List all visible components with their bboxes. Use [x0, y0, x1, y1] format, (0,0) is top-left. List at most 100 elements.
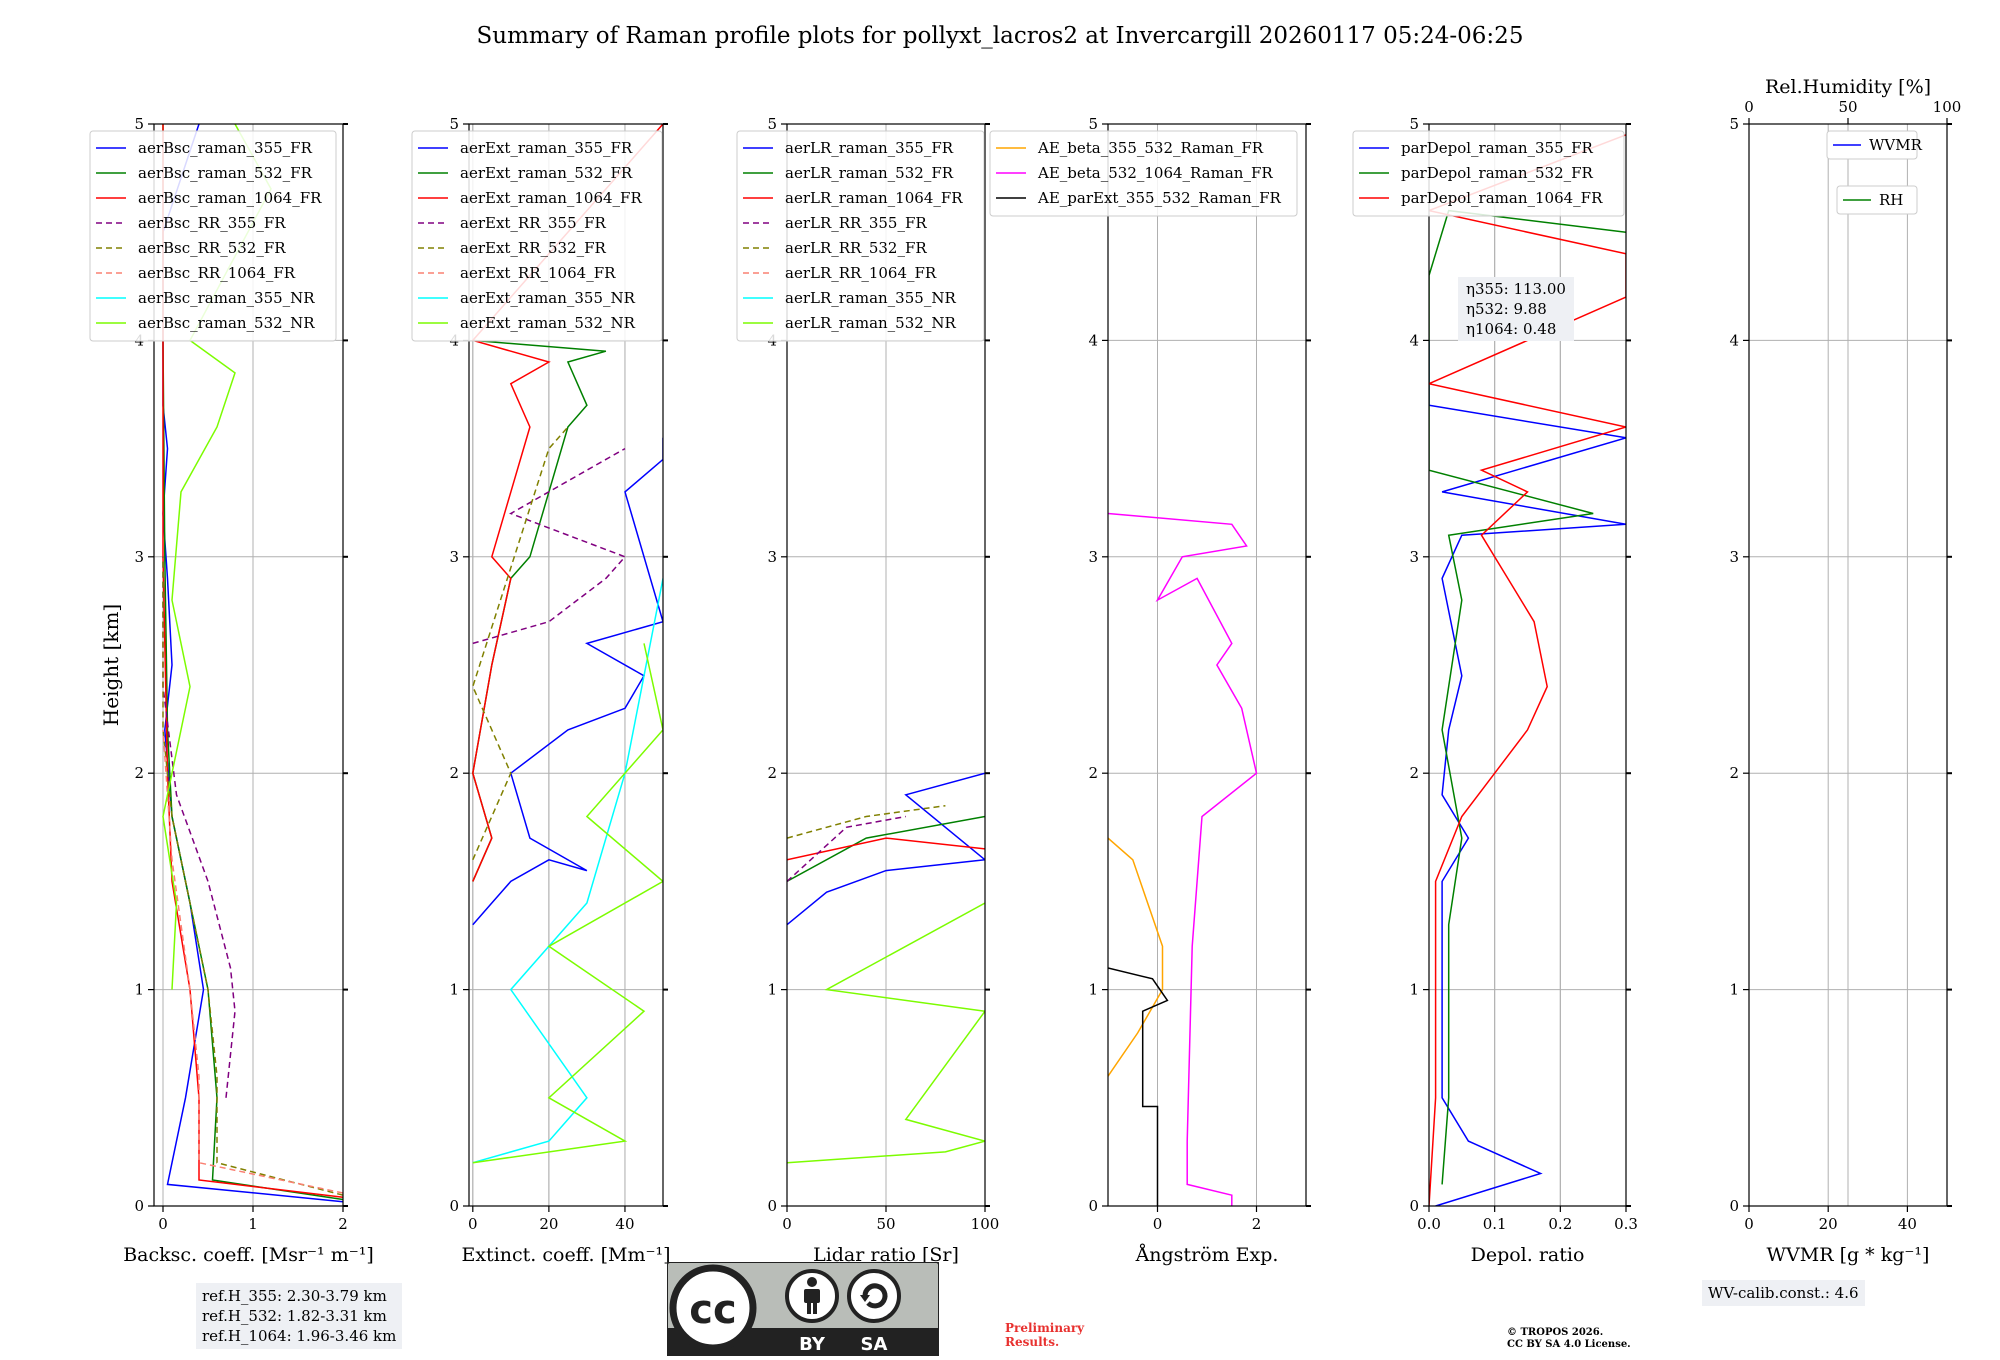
panel-angstrom: 0 1 2 3 4 5 0 2 Ångström Exp. AE_beta_355_532_Ram…	[989, 115, 1311, 1266]
legend-label: aerBsc_raman_355_FR	[138, 139, 313, 157]
y-tick-label: 2	[1409, 764, 1419, 782]
y-tick-label: 2	[1729, 764, 1739, 782]
y-tick-label: 3	[449, 548, 459, 566]
legend-label: aerLR_raman_355_NR	[785, 289, 956, 307]
x-tick-label: 20	[539, 1215, 558, 1233]
y-tick-label: 1	[767, 981, 777, 999]
legend-label: AE_beta_532_1064_Raman_FR	[1037, 164, 1273, 182]
series-line-aerLR_RR_532_FR	[787, 804, 946, 839]
legend: aerBsc_raman_355_FR aerBsc_raman_532_FRae…	[89, 130, 337, 342]
x-tick-label: 20	[1819, 1215, 1838, 1233]
x-tick-label: 0.0	[1417, 1215, 1441, 1233]
y-tick-label: 3	[134, 548, 144, 566]
legend-label: aerExt_RR_532_FR	[460, 239, 607, 257]
cc-license-badge: cc BY SA	[667, 1262, 939, 1356]
legend-label: aerExt_raman_1064_FR	[460, 189, 642, 207]
y-tick-label: 4	[1409, 331, 1419, 349]
axes-frame	[1107, 123, 1307, 1207]
eta-1064-label: η1064: 0.48	[1466, 320, 1557, 338]
y-tick-label: 3	[767, 548, 777, 566]
series-line-aerExt_raman_355_FR	[472, 437, 663, 926]
y-tick-label: 1	[134, 981, 144, 999]
legend-label: aerBsc_raman_1064_FR	[138, 189, 322, 207]
series-line-aerExt_raman_1064_FR	[471, 124, 663, 882]
series-group	[787, 772, 985, 1164]
x-tick-label: 0.2	[1548, 1215, 1572, 1233]
preliminary-line-1: Preliminary	[1005, 1321, 1085, 1335]
x-tick-label: 0	[782, 1215, 792, 1233]
series-line-aerLR_raman_355_FR	[787, 772, 985, 926]
y-tick-label: 1	[1409, 981, 1419, 999]
series-line-parDepol_raman_532_FR	[1429, 209, 1626, 1185]
legend-label: aerLR_raman_532_NR	[785, 314, 956, 332]
legend-label: aerLR_raman_355_FR	[785, 139, 954, 157]
legend-label: aerExt_RR_355_FR	[460, 214, 607, 232]
axes-frame	[153, 123, 344, 1207]
x-axis-label: Lidar ratio [Sr]	[813, 1244, 959, 1266]
legend-label: parDepol_raman_355_FR	[1401, 139, 1594, 157]
y-tick-label: 3	[1088, 548, 1098, 566]
legend-box	[989, 130, 1298, 217]
legend-box	[1826, 130, 1918, 160]
y-tick-label: 0	[1409, 1197, 1419, 1215]
attribution-person-icon	[785, 1269, 839, 1323]
legend-label: aerBsc_raman_532_NR	[138, 314, 315, 332]
series-line-AE_parExt_355_532_Raman_FR	[1108, 967, 1169, 1206]
y-tick-label: 1	[449, 981, 459, 999]
x2-axis-label: Rel.Humidity [%]	[1765, 76, 1931, 98]
panels-group: 012345012Backsc. coeff. [Msr⁻¹ m⁻¹]aerBs…	[89, 76, 1961, 1266]
y-tick-label: 3	[1729, 548, 1739, 566]
x-tick-label: 2	[338, 1215, 348, 1233]
x-axis-label: WVMR [g * kg⁻¹]	[1767, 1244, 1930, 1266]
y-tick-label: 3	[1409, 548, 1419, 566]
series-group	[1429, 134, 1626, 1206]
x-tick-label: 0	[468, 1215, 478, 1233]
reference-height-box: ref.H_355: 2.30-3.79 km ref.H_532: 1.82-…	[196, 1283, 403, 1349]
legend-label: parDepol_raman_532_FR	[1401, 164, 1594, 182]
wv-calib-label: WV-calib.const.: 4.6	[1708, 1284, 1859, 1302]
series-line-parDepol_raman_355_FR	[1429, 340, 1626, 1206]
legend-label: aerExt_raman_355_FR	[460, 139, 633, 157]
y-tick-label: 5	[134, 115, 144, 133]
x-tick-label: 100	[971, 1215, 1000, 1233]
share-alike-icon	[847, 1269, 901, 1323]
legend-label: aerLR_RR_355_FR	[785, 214, 927, 232]
legend-label: RH	[1879, 191, 1903, 209]
x-tick-label: 0	[1153, 1215, 1163, 1233]
legend-label: aerBsc_raman_355_NR	[138, 289, 315, 307]
figure-title: Summary of Raman profile plots for polly…	[477, 23, 1524, 49]
x-tick-label: 0	[158, 1215, 168, 1233]
x-axis-label: Ångström Exp.	[1135, 1244, 1279, 1266]
ref-h-532-label: ref.H_532: 1.82-3.31 km	[202, 1307, 387, 1325]
legend-label: aerExt_raman_532_NR	[460, 314, 636, 332]
series-group	[471, 124, 663, 1164]
series-line-AE_beta_355_532_Raman_FR	[1108, 837, 1164, 1077]
x-tick-label: 2	[1252, 1215, 1262, 1233]
sa-label: SA	[861, 1334, 888, 1355]
legend-label: AE_parExt_355_532_Raman_FR	[1037, 189, 1282, 207]
x-tick-label: 0.1	[1483, 1215, 1507, 1233]
series-line-aerBsc_raman_532_FR	[162, 124, 343, 1201]
eta-355-label: η355: 113.00	[1466, 280, 1566, 298]
series-group	[1108, 512, 1258, 1206]
legend-box	[1836, 185, 1918, 215]
legend-label: aerLR_raman_532_FR	[785, 164, 954, 182]
eta-532-label: η532: 9.88	[1466, 300, 1547, 318]
legend: aerLR_raman_355_FR aerLR_raman_532_FR aerL…	[736, 130, 985, 342]
y-tick-label: 2	[1088, 764, 1098, 782]
series-line-parDepol_raman_1064_FR	[1429, 134, 1626, 1206]
copyright-line-1: © TROPOS 2026.	[1507, 1327, 1604, 1338]
legend-box	[411, 130, 663, 342]
legend-label: aerLR_raman_1064_FR	[785, 189, 963, 207]
series-line-aerLR_raman_532_NR	[787, 902, 985, 1164]
legend-label: aerBsc_RR_1064_FR	[138, 264, 296, 282]
preliminary-line-2: Results.	[1005, 1335, 1060, 1349]
series-line-aerExt_raman_355_NR	[472, 578, 663, 1164]
y-tick-label: 5	[1409, 115, 1419, 133]
x-tick-label: 0	[1744, 1215, 1754, 1233]
copyright-line-2: CC BY SA 4.0 License.	[1507, 1339, 1631, 1350]
y-tick-label: 5	[1088, 115, 1098, 133]
x-tick-label: 40	[615, 1215, 634, 1233]
axes-frame	[468, 123, 664, 1207]
x-axis-label: Extinct. coeff. [Mm⁻¹]	[461, 1244, 670, 1266]
